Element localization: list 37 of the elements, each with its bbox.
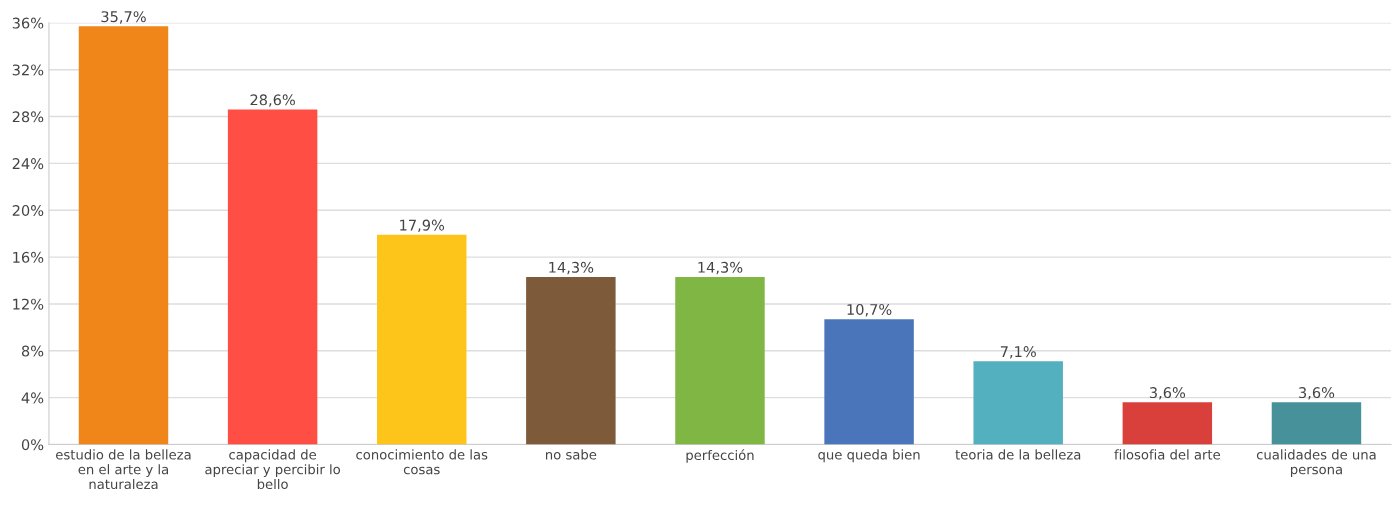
bar	[78, 26, 169, 445]
y-tick-label: 20%	[12, 204, 44, 216]
bar	[824, 319, 914, 445]
x-tick-label: estudio de la belleza en el arte y la naturaleza	[56, 449, 191, 490]
y-tick-label: 28%	[12, 111, 44, 123]
y-tick-label: 8%	[21, 345, 44, 357]
x-tick-label: no sabe	[546, 449, 597, 460]
bar	[376, 234, 467, 445]
data-label: 28,6%	[250, 94, 295, 107]
x-tick-label: conocimiento de las cosas	[356, 449, 488, 475]
bar	[1122, 402, 1213, 445]
bar	[227, 109, 318, 445]
data-label: 3,6%	[1299, 387, 1335, 400]
y-tick-label: 24%	[12, 158, 44, 170]
x-tick-label: teoria de la belleza	[955, 449, 1081, 460]
data-label: 14,3%	[549, 261, 594, 275]
data-label: 17,9%	[400, 219, 445, 233]
data-label: 35,7%	[101, 11, 146, 24]
bar	[973, 361, 1063, 445]
y-tick-label: 12%	[13, 298, 44, 310]
x-tick-label: capacidad de apreciar y percibir lo bello	[205, 449, 341, 490]
bar	[526, 277, 616, 445]
data-label: 14,3%	[698, 261, 743, 275]
x-tick-label: cualidades de una persona	[1256, 449, 1376, 477]
data-label: 7,1%	[1000, 346, 1036, 359]
x-tick-label: que queda bien	[818, 449, 920, 463]
bar	[675, 277, 765, 445]
data-label: 3,6%	[1149, 387, 1186, 400]
y-tick-label: 32%	[12, 64, 44, 76]
bar	[1271, 402, 1362, 445]
x-tick-label: perfección	[686, 449, 754, 463]
y-tick-label: 16%	[13, 251, 44, 263]
y-tick-label: 4%	[21, 392, 44, 404]
x-tick-label: filosofia del arte	[1114, 449, 1220, 460]
y-tick-label: 36%	[12, 17, 44, 29]
data-label: 10,7%	[847, 303, 892, 317]
y-tick-label: 0%	[21, 439, 44, 451]
